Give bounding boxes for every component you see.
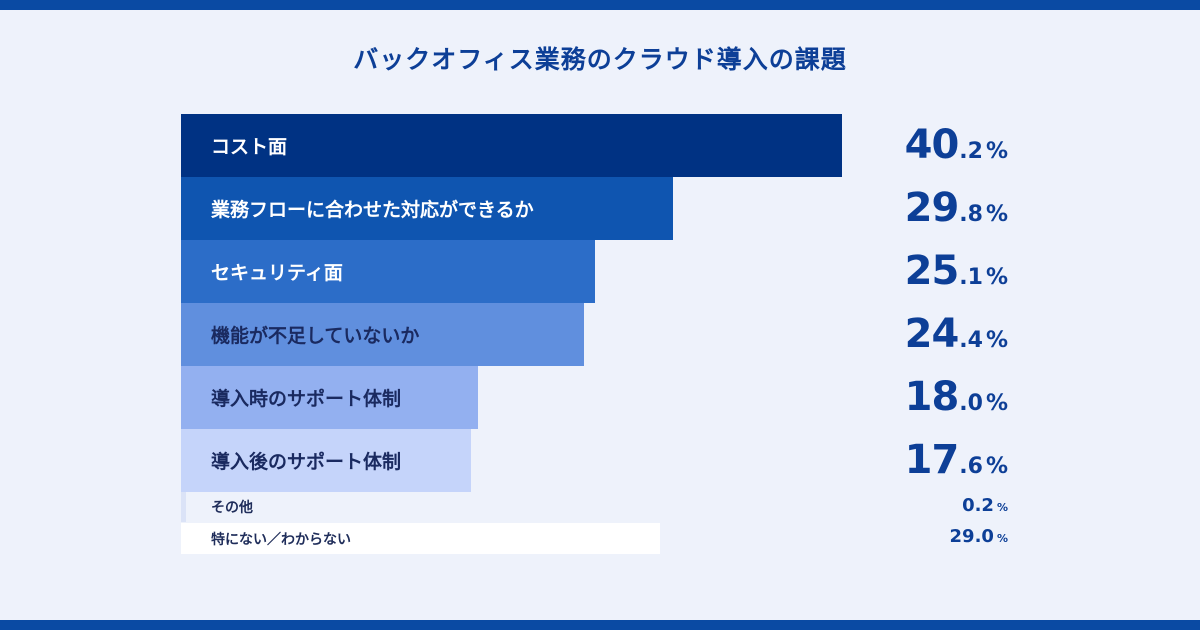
top-accent-band — [0, 0, 1200, 10]
value-label: 29.0% — [949, 526, 1008, 547]
percent-unit: % — [985, 265, 1008, 290]
bar — [181, 114, 842, 177]
bar-label: その他 — [211, 500, 253, 516]
percent-unit: % — [985, 391, 1008, 416]
bar — [181, 366, 478, 429]
bar-label: セキュリティ面 — [211, 262, 343, 284]
value-label: 17.6% — [904, 437, 1008, 483]
value-label: 18.0% — [904, 374, 1008, 420]
bar — [181, 492, 186, 522]
percent-unit: % — [985, 328, 1008, 353]
bar — [181, 523, 660, 554]
value-label: 25.1% — [904, 248, 1008, 294]
chart-title: バックオフィス業務のクラウド導入の課題 — [353, 45, 847, 74]
bar-label: 機能が不足していないか — [211, 325, 420, 347]
bar-label: 特にない／わからない — [211, 531, 351, 548]
value-label: 40.2% — [904, 122, 1008, 168]
percent-unit: % — [985, 454, 1008, 479]
bar — [181, 303, 584, 366]
bar-label: 導入後のサポート体制 — [211, 451, 402, 473]
bar-label: 業務フローに合わせた対応ができるか — [211, 199, 534, 221]
bar-label: 導入時のサポート体制 — [211, 388, 402, 410]
bar — [181, 177, 673, 240]
bar-label: コスト面 — [211, 136, 288, 158]
value-label: 29.8% — [904, 185, 1008, 231]
bar — [181, 240, 596, 303]
percent-unit: % — [996, 501, 1008, 514]
percent-unit: % — [996, 532, 1008, 545]
percent-unit: % — [985, 202, 1008, 227]
bar — [181, 429, 472, 492]
value-label: 24.4% — [904, 311, 1008, 357]
bottom-accent-band — [0, 620, 1200, 630]
percent-unit: % — [985, 139, 1008, 164]
value-label: 0.2% — [962, 495, 1008, 516]
